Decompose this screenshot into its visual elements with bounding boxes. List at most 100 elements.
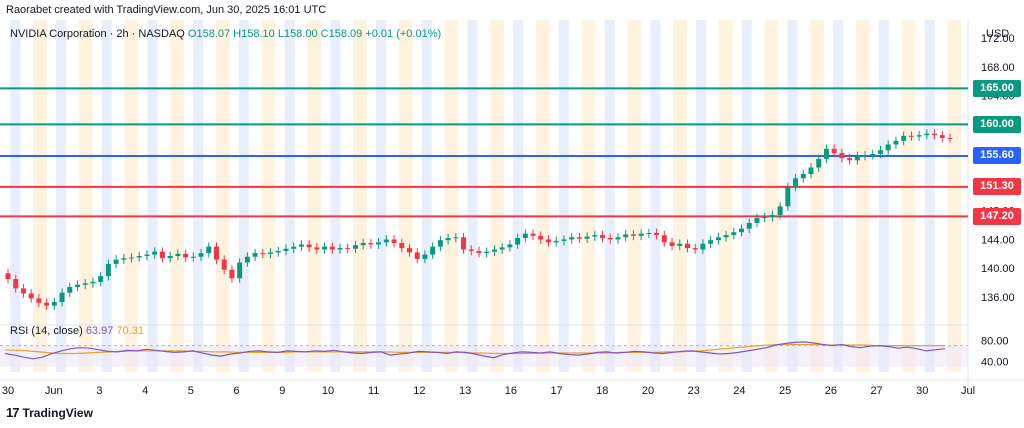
x-tick-label: 9 <box>279 385 285 397</box>
session-band <box>787 20 798 372</box>
candle <box>121 253 127 264</box>
candle <box>407 243 413 257</box>
candle-body <box>739 228 745 233</box>
candle <box>175 249 181 261</box>
candle-body <box>206 246 212 254</box>
candle <box>715 232 721 245</box>
session-band <box>193 20 204 372</box>
session-band <box>216 20 230 372</box>
candle-body <box>13 279 19 289</box>
candle <box>823 144 829 164</box>
candle <box>638 229 644 241</box>
candle-body <box>646 232 652 234</box>
candle <box>607 233 613 244</box>
rsi-label: RSI (14, close) <box>10 325 83 337</box>
session-band <box>536 20 550 372</box>
candle <box>553 236 559 247</box>
candle-body <box>67 286 73 293</box>
candle <box>939 130 945 143</box>
candle <box>661 230 667 247</box>
candle-body <box>924 133 930 136</box>
rsi-line <box>4 341 946 360</box>
candle <box>13 274 19 293</box>
candle-body <box>600 235 606 239</box>
candle-body <box>669 242 675 246</box>
candle-body <box>769 214 775 218</box>
high-value: H158.10 <box>233 28 275 40</box>
symbol-name: NVIDIA Corporation · 2h · NASDAQ <box>10 28 185 40</box>
x-tick-label: Jul <box>961 385 975 397</box>
chart-area[interactable]: 172.00168.00164.00160.00156.00152.00148.… <box>0 20 1024 398</box>
candle <box>692 243 698 254</box>
candle-body <box>399 243 405 249</box>
candle <box>592 230 598 241</box>
candle-body <box>654 232 660 236</box>
candle <box>746 218 752 233</box>
candle-body <box>878 150 884 154</box>
candle <box>136 251 142 262</box>
candle <box>739 224 745 237</box>
candle-body <box>700 243 706 250</box>
candle-body <box>916 135 922 137</box>
session-band <box>33 20 47 372</box>
session-band <box>650 20 661 372</box>
x-tick-label: 20 <box>642 385 654 397</box>
price-chart-svg[interactable]: 172.00168.00164.00160.00156.00152.00148.… <box>0 20 1024 398</box>
candle-body <box>576 237 582 239</box>
x-tick-label: 24 <box>733 385 745 397</box>
x-tick-label: 30 <box>2 385 14 397</box>
candle <box>916 130 922 141</box>
x-tick-label: 12 <box>413 385 425 397</box>
candle-body <box>553 240 559 243</box>
candle-body <box>391 239 397 244</box>
candle <box>754 213 760 228</box>
candle-body <box>129 257 135 259</box>
candle-body <box>545 239 551 243</box>
tv-logo-icon: 17 <box>6 405 20 420</box>
session-band <box>376 20 387 372</box>
candle-body <box>159 251 165 259</box>
candle-body <box>677 243 683 246</box>
rsi-value: 63.97 <box>85 325 114 337</box>
candle <box>306 240 312 252</box>
candle-body <box>777 206 783 215</box>
candle <box>677 239 683 251</box>
candle <box>461 232 467 254</box>
candle-body <box>51 302 57 306</box>
session-band <box>764 20 779 372</box>
candle-body <box>584 236 590 239</box>
candle <box>808 163 814 179</box>
candle-body <box>74 284 80 287</box>
candle <box>283 244 289 256</box>
session-band <box>947 20 962 372</box>
candle <box>252 248 258 262</box>
candle-body <box>407 248 413 253</box>
session-band <box>330 20 341 372</box>
candle <box>908 131 914 141</box>
x-tick-label: 23 <box>688 385 700 397</box>
candle <box>113 255 119 269</box>
candle-body <box>414 252 420 259</box>
candle-body <box>831 148 837 154</box>
session-band <box>558 20 569 372</box>
candle-body <box>329 246 335 250</box>
candle-body <box>422 254 428 259</box>
y-tick-label: 168.00 <box>981 62 1015 74</box>
currency-label[interactable]: USD <box>986 28 1010 40</box>
candle <box>646 228 652 239</box>
candle <box>623 230 629 242</box>
candle <box>206 242 212 258</box>
candle <box>831 144 837 158</box>
candle <box>337 243 343 254</box>
candle <box>507 240 513 252</box>
candle <box>244 252 250 267</box>
candle-body <box>731 232 737 236</box>
candle <box>947 133 953 143</box>
session-band <box>444 20 459 372</box>
level-price-tag: 155.60 <box>973 147 1021 165</box>
candle <box>129 253 135 263</box>
candle-body <box>244 256 250 263</box>
candle-body <box>615 237 621 240</box>
candle <box>74 280 80 292</box>
tradingview-logo[interactable]: 17 TradingView <box>6 405 93 420</box>
